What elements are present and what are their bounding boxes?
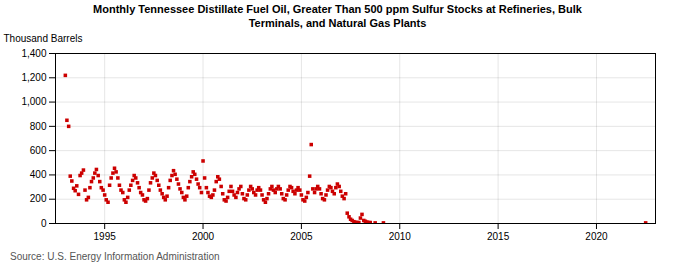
svg-text:2020: 2020 [585, 230, 608, 241]
svg-text:2000: 2000 [192, 230, 215, 241]
svg-text:1,200: 1,200 [21, 71, 46, 82]
svg-text:0: 0 [41, 217, 47, 228]
svg-text:2010: 2010 [389, 230, 412, 241]
svg-text:200: 200 [30, 193, 47, 204]
svg-text:1,400: 1,400 [21, 47, 46, 58]
html-text:Monthly Tennessee Distillate F: Monthly Tennessee Distillate Fuel Oil, G… [93, 3, 582, 29]
svg-text:1995: 1995 [94, 230, 117, 241]
svg-text:Thousand Barrels: Thousand Barrels [4, 32, 83, 43]
svg-text:600: 600 [30, 144, 47, 155]
svg-text:2015: 2015 [487, 230, 510, 241]
svg-text:800: 800 [30, 120, 47, 131]
svg-text:2005: 2005 [290, 230, 313, 241]
html-text:Source: U.S. Energy Informatio: Source: U.S. Energy Information Administ… [10, 250, 220, 262]
svg-text:400: 400 [30, 169, 47, 180]
svg-text:1,000: 1,000 [21, 96, 46, 107]
